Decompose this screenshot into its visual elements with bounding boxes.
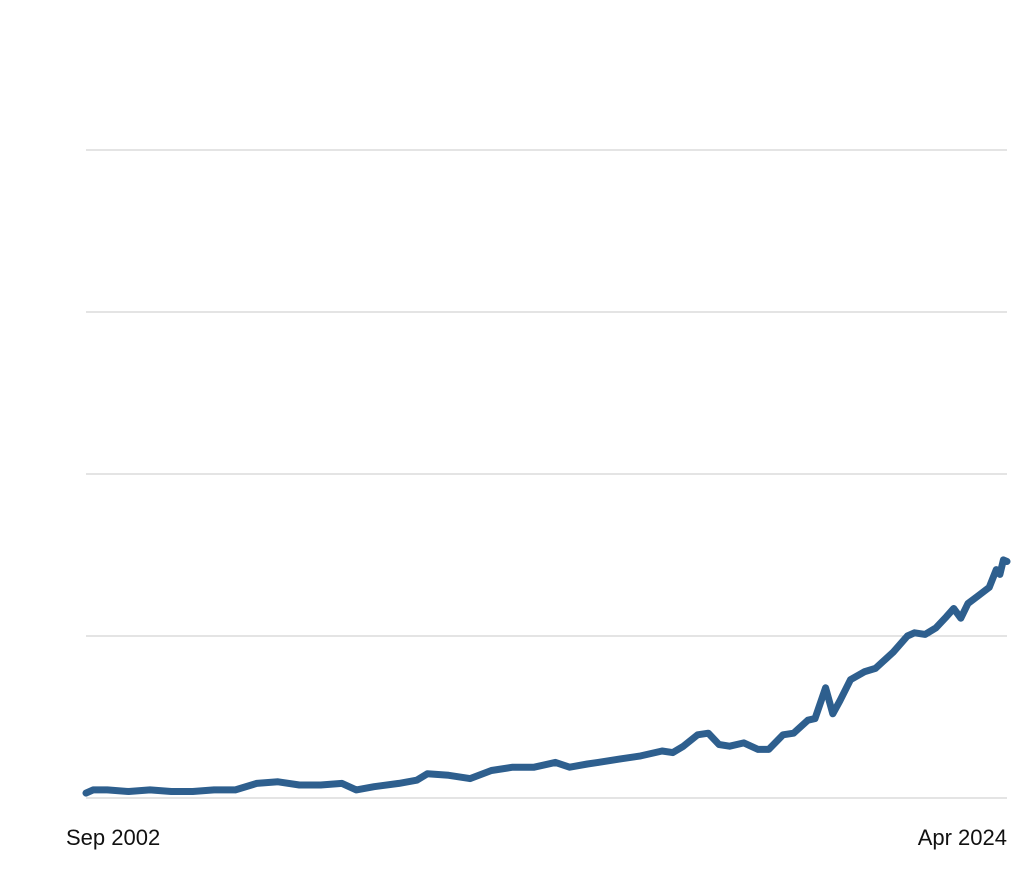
data-point-57 [950,605,957,612]
data-point-47 [847,676,854,683]
data-point-30 [658,747,666,755]
data-point-22 [509,764,516,771]
data-point-38 [754,746,762,753]
data-point-8 [232,786,239,794]
data-point-20 [466,775,474,782]
x-tick-label-end: Apr 2024 [918,825,1007,850]
data-point-60 [975,592,982,599]
data-point-52 [904,632,911,640]
data-point-4 [146,786,154,794]
data-point-21 [488,767,495,774]
data-point-46 [836,697,844,704]
x-axis-tick-labels: Sep 2002 Apr 2024 [66,825,1007,850]
data-point-59 [964,600,972,607]
data-point-62 [993,566,1000,573]
data-point-56 [943,613,950,620]
data-point-10 [274,778,282,785]
data-point-23 [530,764,538,771]
data-point-39 [765,746,772,753]
data-point-37 [740,739,748,747]
data-point-13 [338,780,346,787]
data-point-28 [616,755,623,763]
data-point-6 [189,788,196,795]
data-point-1 [89,786,97,794]
data-point-63 [996,571,1004,578]
data-point-45 [829,710,836,717]
data-point-24 [552,759,559,766]
data-point-50 [879,658,886,666]
series-group [82,556,1011,797]
data-point-44 [822,684,829,691]
data-point-49 [872,665,879,672]
data-point-55 [932,624,940,632]
data-point-48 [861,668,868,675]
data-point-0 [82,789,90,797]
data-point-33 [694,731,701,738]
data-point-51 [890,649,897,656]
series-line-0 [82,556,1011,797]
data-point-27 [594,759,602,766]
data-point-5 [168,788,175,795]
data-point-58 [957,615,964,622]
data-point-2 [104,786,111,794]
data-point-31 [669,749,676,756]
data-point-40 [779,731,787,738]
data-point-19 [445,772,452,779]
data-point-7 [210,786,218,794]
data-point-54 [922,631,929,638]
data-point-29 [637,752,644,760]
data-point-34 [705,730,712,737]
data-point-15 [370,783,378,790]
data-point-36 [726,743,733,750]
data-point-43 [811,715,819,722]
grid-lines [86,149,1007,799]
data-point-65 [1003,558,1011,565]
data-point-42 [804,717,812,724]
data-point-18 [424,770,431,777]
data-point-12 [317,781,324,789]
data-point-61 [986,584,993,591]
data-point-14 [353,786,360,794]
data-point-35 [715,741,723,748]
data-point-25 [566,764,573,771]
data-point-32 [680,743,687,750]
data-point-41 [790,730,797,737]
data-point-53 [911,629,918,636]
data-point-3 [125,788,132,795]
data-point-11 [296,781,303,789]
data-point-17 [413,777,420,784]
data-point-26 [584,760,591,768]
data-point-16 [395,780,403,787]
x-tick-label-start: Sep 2002 [66,825,160,850]
data-point-9 [253,780,260,787]
